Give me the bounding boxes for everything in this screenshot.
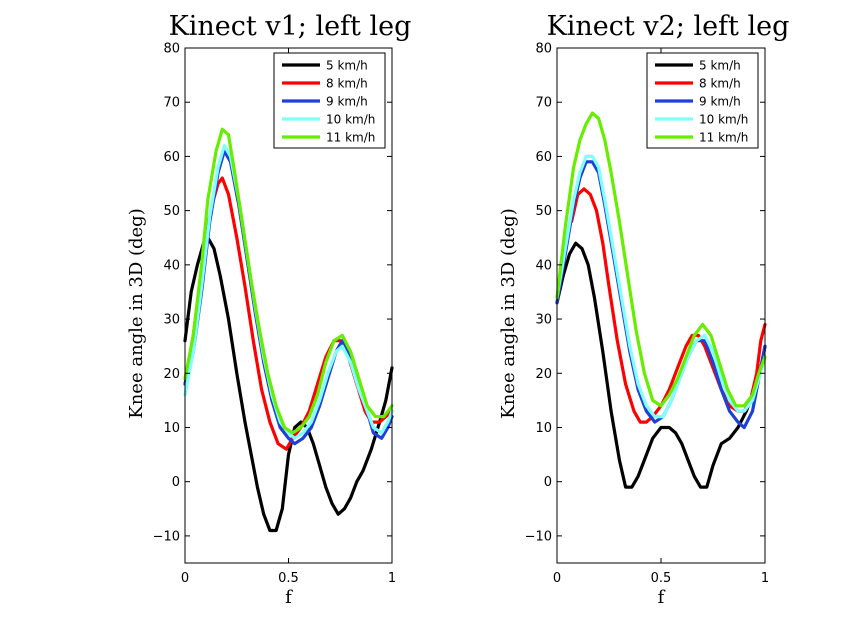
legend-label-3: 10 km/h	[326, 113, 375, 127]
y-tick-label: 30	[163, 313, 180, 328]
x-axis-label: f	[658, 587, 666, 608]
x-tick-label: 0	[553, 571, 561, 586]
series-line-3	[555, 154, 767, 419]
y-tick-label: 10	[535, 421, 552, 436]
legend-label-1: 8 km/h	[326, 77, 368, 91]
chart-title: Kinect v1; left leg	[169, 11, 412, 42]
y-tick-label: 60	[163, 150, 180, 165]
y-tick-label: 10	[163, 421, 180, 436]
y-tick-label: 40	[163, 258, 180, 273]
series-line-0	[555, 241, 767, 489]
y-tick-label: −10	[525, 529, 552, 544]
series-line-0	[183, 236, 394, 533]
y-tick-label: 60	[535, 150, 552, 165]
legend-box	[273, 52, 386, 149]
y-tick-label: 40	[535, 258, 552, 273]
y-tick-label: 80	[163, 42, 180, 57]
y-tick-label: 0	[172, 475, 180, 490]
y-tick-label: 30	[535, 313, 552, 328]
chart-panel-kinect-v1: −10 0 10 20 30 40 50 60 70 80 0 0.5 1 Kinect v1; left…	[126, 11, 411, 608]
legend-label-0: 5 km/h	[699, 59, 741, 73]
series-line-4	[183, 127, 394, 435]
chart-panel-kinect-v2: −10 0 10 20 30 40 50 60 70 80 0 0.5 1 Kinect v2; left…	[498, 11, 789, 608]
x-tick-label: 1	[761, 571, 769, 586]
y-tick-label: 80	[535, 42, 552, 57]
series-line-3	[183, 144, 394, 440]
legend-label-0: 5 km/h	[326, 59, 368, 73]
x-tick-label: 1	[388, 571, 396, 586]
legend-label-4: 11 km/h	[326, 131, 375, 145]
y-tick-label: 70	[535, 96, 552, 111]
legend-label-4: 11 km/h	[699, 131, 748, 145]
legend-label-1: 8 km/h	[699, 77, 741, 91]
legend-label-2: 9 km/h	[326, 95, 368, 109]
y-tick-label: −10	[153, 529, 180, 544]
y-tick-label: 0	[544, 475, 552, 490]
series-line-2	[555, 160, 767, 430]
series-line-4	[555, 111, 767, 408]
legend-label-3: 10 km/h	[699, 113, 748, 127]
chart-title: Kinect v2; left leg	[547, 11, 790, 42]
y-tick-label: 50	[535, 204, 552, 219]
y-tick-label: 50	[163, 204, 180, 219]
y-tick-label: 20	[535, 367, 552, 382]
y-tick-label: 70	[163, 96, 180, 111]
x-tick-label: 0	[181, 571, 189, 586]
x-tick-label: 0.5	[651, 571, 672, 586]
x-axis-label: f	[285, 587, 293, 608]
x-tick-label: 0.5	[278, 571, 299, 586]
y-axis-label: Knee angle in 3D (deg)	[126, 208, 147, 418]
legend-label-2: 9 km/h	[699, 95, 741, 109]
y-tick-label: 20	[163, 367, 180, 382]
y-axis-label: Knee angle in 3D (deg)	[498, 208, 519, 418]
